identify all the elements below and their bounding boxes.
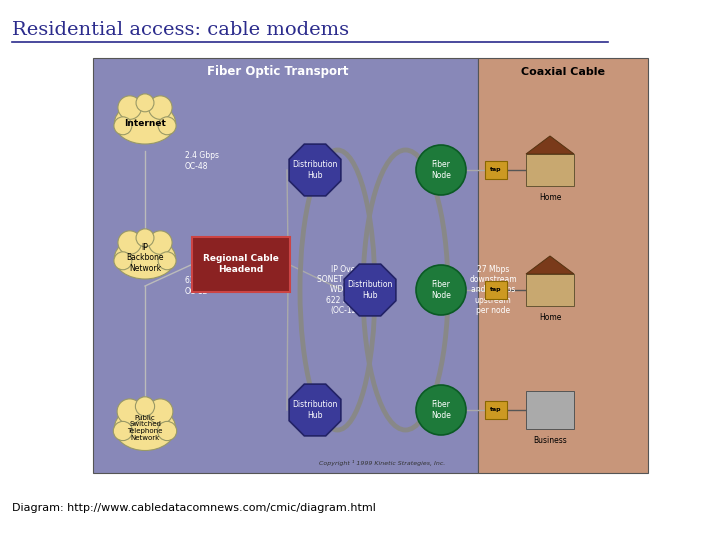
FancyBboxPatch shape [485,281,507,299]
Circle shape [135,397,155,416]
Text: Public
Switched
Telephone
Network: Public Switched Telephone Network [127,415,163,442]
Text: Business: Business [533,436,567,445]
Circle shape [114,252,132,270]
Text: 27 Mbps
downstream
and 2 Mbps
upstream
per node: 27 Mbps downstream and 2 Mbps upstream p… [469,265,517,315]
Text: 2.4 Gbps
OC-48: 2.4 Gbps OC-48 [185,151,219,171]
Circle shape [113,421,132,441]
Text: IP Over
SONET, ATM or
WDM at
622 Mbps
(OC-12): IP Over SONET, ATM or WDM at 622 Mbps (O… [317,265,373,315]
FancyBboxPatch shape [526,391,574,429]
FancyBboxPatch shape [526,154,574,186]
Text: Fiber
Node: Fiber Node [431,160,451,180]
Text: tap: tap [490,167,502,172]
Polygon shape [289,384,341,436]
Polygon shape [526,136,574,154]
Circle shape [158,252,176,270]
Text: Distribution
Hub: Distribution Hub [292,160,338,180]
Circle shape [136,229,154,247]
Circle shape [158,117,176,135]
Circle shape [118,231,141,254]
FancyBboxPatch shape [485,161,507,179]
Text: tap: tap [490,408,502,413]
Text: Internet: Internet [124,118,166,127]
Polygon shape [289,144,341,196]
Text: tap: tap [490,287,502,293]
Text: IP
Backbone
Network: IP Backbone Network [126,243,163,273]
Polygon shape [344,264,396,316]
FancyBboxPatch shape [192,237,289,292]
Polygon shape [478,58,648,473]
Text: Fiber
Node: Fiber Node [431,280,451,300]
Polygon shape [93,58,478,473]
Text: Distribution
Hub: Distribution Hub [347,280,392,300]
Text: Home: Home [539,313,561,322]
Polygon shape [526,256,574,274]
Circle shape [416,385,466,435]
Circle shape [416,145,466,195]
FancyBboxPatch shape [526,274,574,306]
Circle shape [118,96,141,119]
Text: Residential access: cable modems: Residential access: cable modems [12,21,349,39]
Circle shape [136,94,154,112]
Ellipse shape [114,102,176,144]
Ellipse shape [114,406,176,450]
Circle shape [416,265,466,315]
FancyBboxPatch shape [485,401,507,419]
Circle shape [158,421,176,441]
Text: Diagram: http://www.cabledatacomnews.com/cmic/diagram.html: Diagram: http://www.cabledatacomnews.com… [12,503,376,513]
Circle shape [148,231,172,254]
Text: Distribution
Hub: Distribution Hub [292,400,338,420]
Text: Copyright ¹ 1999 Kinetic Strategies, Inc.: Copyright ¹ 1999 Kinetic Strategies, Inc… [319,460,445,466]
Text: Home: Home [539,193,561,202]
Text: 622 Mbps
OC-12: 622 Mbps OC-12 [185,276,222,296]
Circle shape [148,399,173,424]
Circle shape [148,96,172,119]
Text: Fiber
Node: Fiber Node [431,400,451,420]
Text: Regional Cable
Headend: Regional Cable Headend [202,254,279,274]
Text: Coaxial Cable: Coaxial Cable [521,67,605,77]
Ellipse shape [114,237,176,279]
Text: Fiber Optic Transport: Fiber Optic Transport [207,65,348,78]
Circle shape [117,399,143,424]
Circle shape [114,117,132,135]
